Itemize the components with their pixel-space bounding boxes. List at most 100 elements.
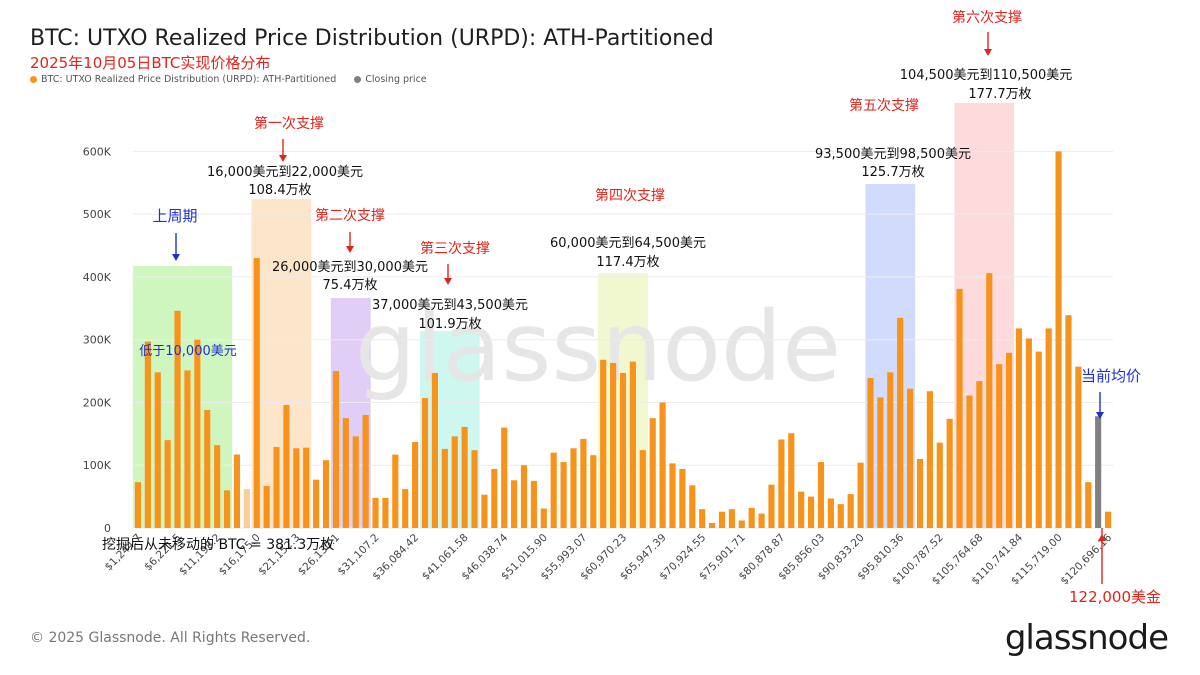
bar xyxy=(897,317,904,528)
bar xyxy=(283,404,290,528)
bar xyxy=(1065,315,1072,528)
y-tick-label: 0 xyxy=(104,522,111,535)
bar xyxy=(877,397,884,528)
arrow-current-avg-head xyxy=(1096,412,1104,419)
bar xyxy=(1055,151,1062,528)
legend: BTC: UTXO Realized Price Distribution (U… xyxy=(30,74,427,85)
bar xyxy=(204,409,211,528)
bar xyxy=(352,436,359,528)
band-support1 xyxy=(251,199,312,528)
bar xyxy=(936,442,943,528)
bar xyxy=(362,415,369,528)
bar xyxy=(501,427,508,528)
bar xyxy=(461,426,468,528)
support2-range: 26,000美元到30,000美元 xyxy=(272,260,428,275)
bar xyxy=(441,448,448,528)
bar xyxy=(520,465,528,528)
y-tick-label: 600K xyxy=(83,145,112,158)
band-support6 xyxy=(954,103,1015,528)
bar xyxy=(956,288,963,528)
bars xyxy=(134,151,1112,528)
bar xyxy=(431,372,438,528)
arrow-support2-head xyxy=(346,246,354,253)
bar xyxy=(154,372,161,528)
bar xyxy=(808,496,815,528)
bar xyxy=(134,482,142,528)
bar xyxy=(471,450,478,528)
bar xyxy=(659,402,666,528)
support2-title: 第二次支撑 xyxy=(315,207,385,224)
bar xyxy=(174,310,181,528)
bar xyxy=(184,370,191,528)
current-avg-label: 当前均价 xyxy=(1081,367,1141,385)
bar xyxy=(748,507,755,528)
bar xyxy=(382,497,389,528)
bar xyxy=(907,388,914,528)
bar xyxy=(530,480,537,528)
bar xyxy=(1045,328,1052,528)
bar xyxy=(540,508,547,528)
bar xyxy=(778,439,785,528)
bar xyxy=(976,381,983,528)
bar xyxy=(817,462,825,528)
bar xyxy=(1075,366,1082,528)
bar xyxy=(946,418,953,528)
y-tick-label: 400K xyxy=(83,271,112,284)
bar xyxy=(412,442,419,528)
support4-title: 第四次支撑 xyxy=(595,187,665,204)
x-tick-label: $120,696.16 xyxy=(1058,531,1114,587)
legend-item-closing[interactable]: Closing price xyxy=(354,74,427,85)
bar xyxy=(916,458,924,528)
bar xyxy=(223,490,231,528)
bar xyxy=(214,445,221,528)
bar xyxy=(926,391,933,528)
bar xyxy=(718,511,726,528)
bar xyxy=(1005,352,1013,528)
arrow-support3-head xyxy=(444,278,452,285)
legend-label-urpd: BTC: UTXO Realized Price Distribution (U… xyxy=(41,74,337,85)
bar xyxy=(709,522,716,528)
bar xyxy=(679,468,686,528)
arrow-prev-cycle-head xyxy=(172,254,180,261)
support5-range: 93,500美元到98,500美元 xyxy=(815,147,971,162)
bar xyxy=(827,498,834,528)
bar xyxy=(1015,328,1023,528)
support6-range: 104,500美元到110,500美元 xyxy=(900,68,1073,83)
bar xyxy=(590,455,597,528)
annotation-arrows xyxy=(172,32,1106,584)
y-tick-label: 300K xyxy=(83,334,112,347)
bar xyxy=(164,440,171,528)
support6-title: 第六次支撑 xyxy=(952,9,1022,26)
bar xyxy=(857,462,864,528)
legend-item-urpd[interactable]: BTC: UTXO Realized Price Distribution (U… xyxy=(30,74,336,85)
bar xyxy=(1025,338,1032,528)
support1-title: 第一次支撑 xyxy=(254,115,324,132)
bar xyxy=(1104,511,1112,528)
arrow-price-122k-head xyxy=(1098,534,1106,541)
bar xyxy=(669,463,676,528)
legend-dot-gray-icon xyxy=(354,76,362,83)
bar xyxy=(570,448,577,528)
bar xyxy=(550,452,557,528)
support5-amount: 125.7万枚 xyxy=(861,165,924,180)
glassnode-logo: glassnode xyxy=(1004,618,1169,658)
bar xyxy=(768,484,775,528)
bar xyxy=(313,479,320,528)
bar xyxy=(303,447,310,528)
unmoved-btc-label: 挖掘后从未移动的 BTC = 381.3万枚 xyxy=(102,537,334,553)
support3-title: 第三次支撑 xyxy=(420,240,490,257)
y-tick-label: 100K xyxy=(83,459,112,472)
bar xyxy=(798,491,805,528)
band-support3 xyxy=(419,331,480,528)
closing-price-bar xyxy=(1095,416,1102,528)
bar xyxy=(649,418,656,528)
bar xyxy=(402,489,409,528)
bar xyxy=(372,497,379,528)
bar xyxy=(580,438,587,528)
support1-range: 16,000美元到22,000美元 xyxy=(207,165,363,180)
bar xyxy=(639,450,646,528)
copyright-footer: © 2025 Glassnode. All Rights Reserved. xyxy=(30,630,311,646)
bar xyxy=(996,364,1003,528)
bar xyxy=(610,362,617,528)
bar xyxy=(511,480,518,528)
